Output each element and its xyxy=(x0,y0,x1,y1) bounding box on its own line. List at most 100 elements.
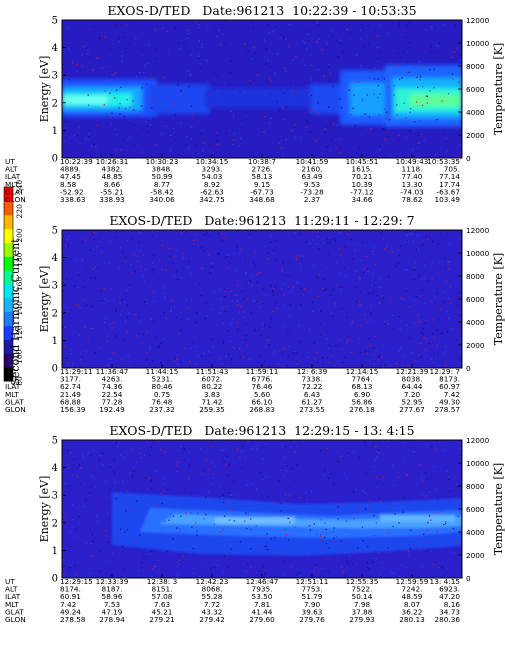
colorbar-swatch xyxy=(4,311,13,327)
table-cell: 50.14 xyxy=(352,592,373,601)
table-row-label: UT xyxy=(5,367,15,376)
table-cell: 17.74 xyxy=(439,180,460,189)
table-row-label: ILAT xyxy=(5,172,21,181)
temperature-tick-label: 2000 xyxy=(466,341,485,350)
table-cell: 278.57 xyxy=(434,405,460,414)
table-cell: 12:51:11 xyxy=(296,577,329,586)
temperature-tick-label: 0 xyxy=(466,364,471,373)
table-cell: 4889. xyxy=(60,165,81,174)
table-cell: 58.96 xyxy=(102,592,123,601)
table-cell: 12:29: 7 xyxy=(430,367,461,376)
table-cell: 34.73 xyxy=(439,607,460,616)
table-cell: 8.16 xyxy=(444,600,461,609)
colorbar-swatch xyxy=(4,200,13,216)
table-cell: 10:26:31 xyxy=(96,157,129,166)
table-cell: 0.75 xyxy=(154,390,170,399)
table-row-label: UT xyxy=(5,577,15,586)
temperature-tick-label: 8000 xyxy=(466,272,485,281)
table-cell: 45.21 xyxy=(152,607,173,616)
colorbar-swatch xyxy=(4,242,13,257)
colorbar-swatch xyxy=(4,256,13,271)
colorbar-tick-label: 80 xyxy=(15,376,24,386)
table-cell: 62.74 xyxy=(60,382,81,391)
table-cell: 63.49 xyxy=(302,172,323,181)
table-cell: 8038. xyxy=(402,375,423,384)
table-cell: 36.22 xyxy=(402,607,423,616)
temperature-tick-label: 6000 xyxy=(466,85,485,94)
table-cell: 7338. xyxy=(302,375,323,384)
table-cell: 47.20 xyxy=(439,592,460,601)
table-cell: -77.12 xyxy=(350,187,374,196)
table-cell: 7.98 xyxy=(354,600,371,609)
table-cell: -62.63 xyxy=(200,187,224,196)
table-cell: 7.90 xyxy=(304,600,321,609)
temperature-tick-label: 12000 xyxy=(466,16,490,25)
table-cell: 60.91 xyxy=(60,592,81,601)
table-cell: 3293. xyxy=(202,165,223,174)
energy-tick-label: 0 xyxy=(52,574,58,585)
table-cell: 705. xyxy=(444,165,460,174)
table-row-label: ILAT xyxy=(5,592,21,601)
colorbar-tick-label: 120 xyxy=(15,325,24,340)
temperature-tick-label: 10000 xyxy=(466,39,490,48)
table-cell: 3177. xyxy=(60,375,81,384)
table-cell: 64.44 xyxy=(402,382,423,391)
table-cell: 12:46:47 xyxy=(246,577,279,586)
energy-axis-label: Energy [eV] xyxy=(38,56,51,123)
table-cell: 10:22:39 xyxy=(60,157,93,166)
table-cell: 348.68 xyxy=(249,195,275,204)
table-cell: 279.93 xyxy=(349,615,375,624)
table-cell: 12:14:15 xyxy=(346,367,379,376)
table-cell: 7764. xyxy=(352,375,373,384)
table-cell: 10.39 xyxy=(352,180,373,189)
table-cell: 12:55:35 xyxy=(346,577,379,586)
table-cell: 47.19 xyxy=(102,607,123,616)
table-cell: 342.75 xyxy=(199,195,225,204)
table-cell: -52.92 xyxy=(60,187,84,196)
table-cell: 8187. xyxy=(102,585,123,594)
table-cell: 58.13 xyxy=(252,172,273,181)
table-cell: 340.06 xyxy=(149,195,175,204)
table-cell: 55.28 xyxy=(202,592,223,601)
table-cell: 74.36 xyxy=(102,382,123,391)
table-cell: 276.18 xyxy=(349,405,375,414)
table-cell: 6923. xyxy=(439,585,460,594)
temperature-axis-label: Temperature [K] xyxy=(492,463,505,555)
table-cell: 13: 4:15 xyxy=(430,577,460,586)
panel-2-dots xyxy=(62,230,462,368)
colorbar-ticks: 80 100 120 140 160 180 200 220 240 xyxy=(15,180,24,386)
table-cell: 259.35 xyxy=(199,405,225,414)
energy-tick-label: 2 xyxy=(52,98,58,109)
table-cell: 54.03 xyxy=(202,172,223,181)
table-cell: 41.44 xyxy=(252,607,273,616)
colorbar-tick-label: 220 xyxy=(15,204,24,219)
table-cell: 4263. xyxy=(102,375,123,384)
panel-2-background xyxy=(62,230,462,368)
table-cell: 72.22 xyxy=(302,382,323,391)
table-cell: 4382. xyxy=(102,165,123,174)
table-row-label: MLT xyxy=(5,180,19,189)
table-cell: 78.62 xyxy=(402,195,423,204)
table-cell: 34.66 xyxy=(352,195,373,204)
temperature-tick-label: 8000 xyxy=(466,482,485,491)
temperature-axis-label: Temperature [K] xyxy=(492,253,505,345)
panel-1-band xyxy=(62,65,462,127)
panel-1-axes: 0 1 2 3 4 5 0 2000 4000 6000 8000 10000 12000 Energy … xyxy=(38,16,505,165)
table-cell: 7.20 xyxy=(404,390,421,399)
table-cell: 77.40 xyxy=(402,172,423,181)
colorbar-swatch xyxy=(4,353,13,368)
table-cell: 278.94 xyxy=(99,615,125,624)
table-cell: 50.99 xyxy=(152,172,173,181)
colorbar-swatch xyxy=(4,270,13,285)
table-cell: 10:38:7 xyxy=(248,157,276,166)
table-cell: 280.36 xyxy=(434,615,460,624)
energy-tick-label: 1 xyxy=(52,126,58,137)
colorbar-tick-label: 240 xyxy=(15,180,24,195)
table-cell: 7.42 xyxy=(444,390,460,399)
table-cell: 10:30:23 xyxy=(146,157,179,166)
colorbar-label: Second Harmonic Current xyxy=(9,238,22,386)
table-cell: 7.63 xyxy=(154,600,171,609)
table-cell: 280.13 xyxy=(399,615,425,624)
table-cell: -73.28 xyxy=(300,187,324,196)
temperature-tick-label: 2000 xyxy=(466,551,485,560)
